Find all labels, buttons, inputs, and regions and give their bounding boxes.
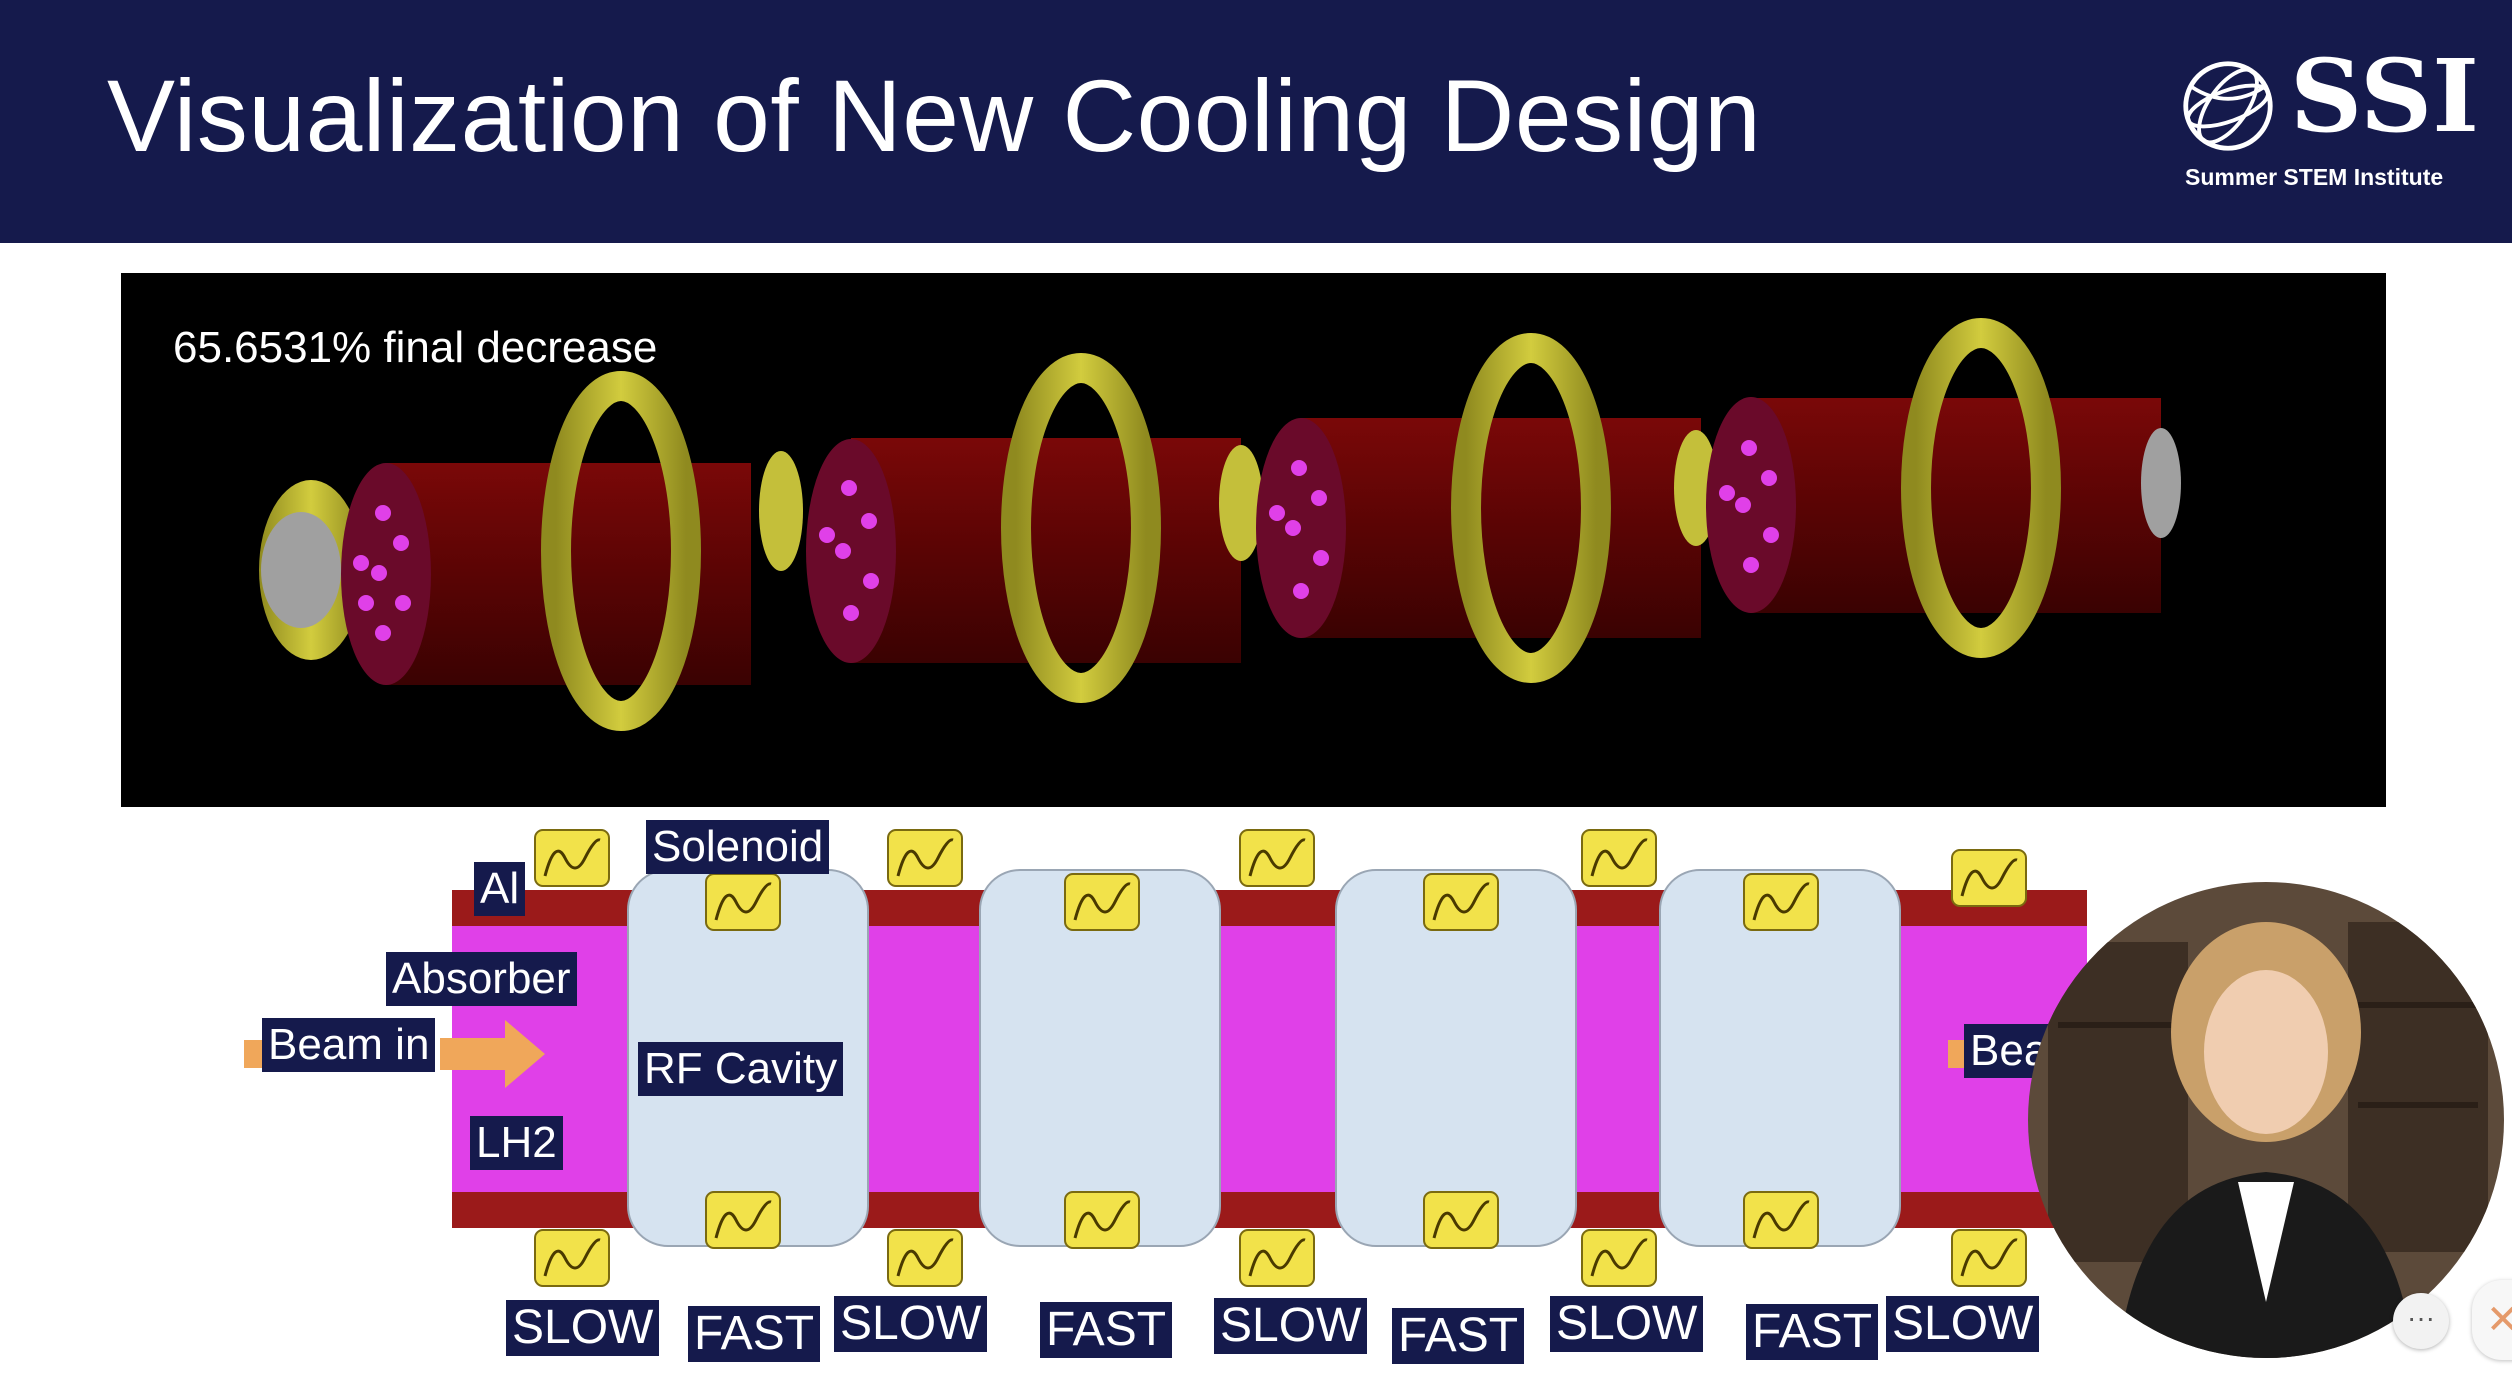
close-icon: ✕ — [2486, 1298, 2512, 1342]
lh2-label: LH2 — [470, 1116, 563, 1170]
logo-mark: SSI — [2290, 37, 2480, 155]
logo-subtitle: Summer STEM Institute — [2185, 164, 2444, 190]
slide-title: Visualization of New Cooling Design — [107, 59, 1762, 173]
more-options-button[interactable]: ··· — [2393, 1293, 2449, 1349]
simulation-render: 65.6531% final decrease — [121, 273, 2386, 807]
cooling-channel-3d-render — [259, 318, 2181, 731]
presenter-webcam[interactable] — [2028, 882, 2504, 1358]
rf-cavity-label: RF Cavity — [638, 1042, 844, 1096]
more-icon: ··· — [2407, 1302, 2435, 1333]
close-button[interactable]: ✕ — [2472, 1280, 2512, 1360]
al-label: Al — [474, 862, 526, 916]
speed-label-5: SLOW — [1214, 1298, 1368, 1354]
speed-label-2: FAST — [688, 1306, 821, 1362]
speed-label-9: SLOW — [1886, 1296, 2040, 1352]
slide-header: Visualization of New Cooling Design SSI … — [0, 0, 2512, 243]
speed-label-7: SLOW — [1550, 1296, 1704, 1352]
speed-label-4: FAST — [1040, 1302, 1173, 1358]
absorber-label: Absorber — [386, 952, 577, 1006]
beam-in-label: Beam in — [262, 1018, 436, 1072]
speed-label-3: SLOW — [834, 1296, 988, 1352]
speed-label-6: FAST — [1392, 1308, 1525, 1364]
solenoid-label: Solenoid — [646, 820, 830, 874]
presenter-video — [2028, 882, 2504, 1358]
globe-icon — [2183, 61, 2273, 151]
speed-label-1: SLOW — [506, 1300, 660, 1356]
decrease-label: 65.6531% final decrease — [173, 323, 658, 372]
speed-label-8: FAST — [1746, 1304, 1879, 1360]
